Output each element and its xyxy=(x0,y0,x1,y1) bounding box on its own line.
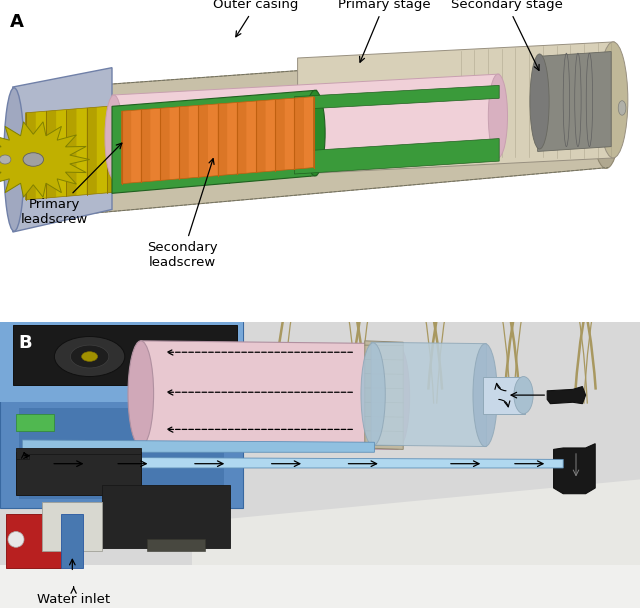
Text: A: A xyxy=(10,13,24,31)
Ellipse shape xyxy=(61,544,79,555)
Text: B: B xyxy=(18,334,31,351)
Polygon shape xyxy=(188,99,198,186)
Polygon shape xyxy=(229,96,239,182)
Polygon shape xyxy=(0,322,640,608)
Ellipse shape xyxy=(4,88,24,231)
Polygon shape xyxy=(290,91,300,178)
Text: Secondary stage: Secondary stage xyxy=(451,0,563,71)
Polygon shape xyxy=(0,322,243,402)
Polygon shape xyxy=(294,139,499,174)
Polygon shape xyxy=(122,97,314,184)
Polygon shape xyxy=(102,485,230,548)
Polygon shape xyxy=(294,97,304,169)
Ellipse shape xyxy=(8,531,24,547)
Polygon shape xyxy=(107,106,117,193)
Polygon shape xyxy=(112,90,317,193)
Ellipse shape xyxy=(598,42,628,158)
Ellipse shape xyxy=(0,155,11,164)
Text: Outer casing: Outer casing xyxy=(213,0,299,36)
Polygon shape xyxy=(112,74,499,179)
Polygon shape xyxy=(26,112,36,200)
Polygon shape xyxy=(26,49,608,219)
Polygon shape xyxy=(275,99,285,171)
Polygon shape xyxy=(86,107,97,195)
Polygon shape xyxy=(122,111,131,184)
Polygon shape xyxy=(141,109,150,182)
Polygon shape xyxy=(554,444,595,494)
Polygon shape xyxy=(13,325,237,385)
Polygon shape xyxy=(218,103,227,176)
Ellipse shape xyxy=(591,47,621,168)
Ellipse shape xyxy=(488,74,508,158)
Polygon shape xyxy=(13,67,112,232)
Polygon shape xyxy=(371,342,486,446)
Ellipse shape xyxy=(82,351,98,361)
Polygon shape xyxy=(298,42,614,174)
Polygon shape xyxy=(209,97,219,184)
Text: Water inlet: Water inlet xyxy=(37,587,110,606)
Polygon shape xyxy=(250,94,260,181)
Polygon shape xyxy=(198,105,208,178)
Polygon shape xyxy=(269,92,280,179)
Polygon shape xyxy=(22,457,563,468)
Polygon shape xyxy=(67,109,76,196)
Ellipse shape xyxy=(530,54,549,149)
Polygon shape xyxy=(256,100,266,173)
Polygon shape xyxy=(148,102,158,190)
Polygon shape xyxy=(147,539,205,551)
Ellipse shape xyxy=(105,95,123,179)
Polygon shape xyxy=(16,448,141,460)
Text: Primary stage: Primary stage xyxy=(338,0,430,62)
Polygon shape xyxy=(22,440,374,452)
Ellipse shape xyxy=(305,91,325,176)
Polygon shape xyxy=(6,514,61,568)
Ellipse shape xyxy=(54,337,125,376)
Ellipse shape xyxy=(384,344,410,449)
Polygon shape xyxy=(168,101,178,188)
Polygon shape xyxy=(141,341,397,449)
Polygon shape xyxy=(0,322,243,508)
Polygon shape xyxy=(16,413,54,431)
Polygon shape xyxy=(19,408,224,499)
Text: Secondary
leadscrew: Secondary leadscrew xyxy=(147,159,218,269)
Polygon shape xyxy=(179,106,189,179)
Ellipse shape xyxy=(473,344,497,446)
Polygon shape xyxy=(365,341,403,449)
Text: Primary
leadscrew: Primary leadscrew xyxy=(20,143,122,226)
Polygon shape xyxy=(483,376,525,413)
Polygon shape xyxy=(237,102,246,174)
Ellipse shape xyxy=(361,343,385,446)
Ellipse shape xyxy=(128,341,154,446)
Polygon shape xyxy=(46,111,56,198)
Ellipse shape xyxy=(618,101,626,115)
Polygon shape xyxy=(61,514,83,568)
Polygon shape xyxy=(16,452,141,495)
Ellipse shape xyxy=(514,376,533,413)
Polygon shape xyxy=(192,479,640,608)
Polygon shape xyxy=(538,52,611,151)
Polygon shape xyxy=(547,387,586,404)
Polygon shape xyxy=(26,90,310,200)
Ellipse shape xyxy=(23,153,44,166)
Polygon shape xyxy=(42,502,102,551)
Ellipse shape xyxy=(70,345,109,368)
Polygon shape xyxy=(0,565,640,608)
Polygon shape xyxy=(0,122,90,197)
Polygon shape xyxy=(127,104,138,191)
Polygon shape xyxy=(294,85,499,109)
Polygon shape xyxy=(160,108,170,181)
